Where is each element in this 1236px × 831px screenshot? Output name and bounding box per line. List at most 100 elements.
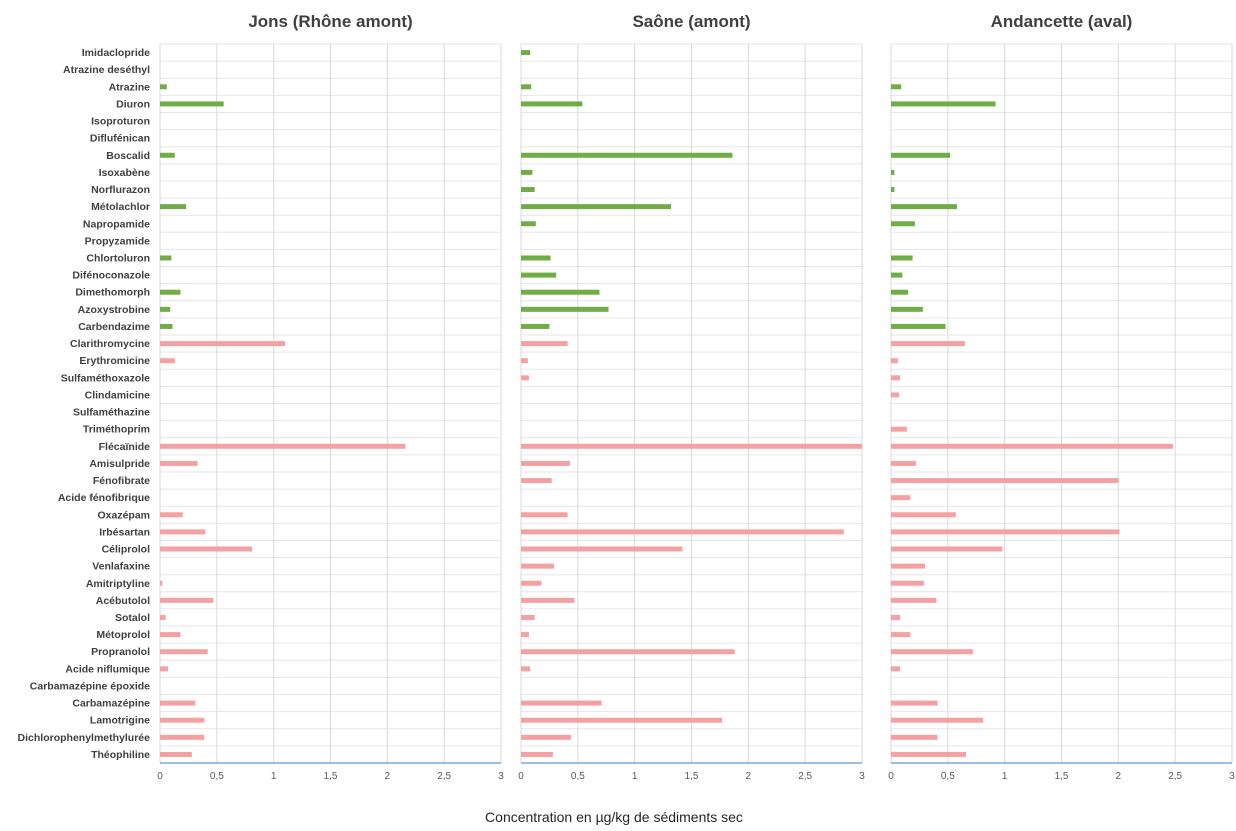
category-label: Irbésartan: [99, 526, 150, 538]
x-tick-label: 1: [632, 771, 638, 782]
bar-pharmaceutical: [160, 341, 286, 347]
x-tick-label: 2: [385, 771, 391, 782]
category-label: Amitriptyline: [86, 578, 150, 590]
bar-pesticide: [521, 50, 531, 56]
bar-pharmaceutical: [891, 529, 1120, 535]
x-tick-label: 1: [1002, 771, 1008, 782]
bar-pharmaceutical: [891, 563, 926, 569]
bar-pesticide: [521, 323, 550, 329]
bar-pharmaceutical: [891, 614, 901, 620]
category-label: Triméthoprim: [83, 424, 150, 436]
x-tick-label: 2,5: [437, 771, 451, 782]
bar-pesticide: [891, 101, 996, 107]
category-label: Sotalol: [115, 612, 150, 624]
bar-pesticide: [160, 101, 224, 107]
bar-pharmaceutical: [521, 614, 535, 620]
bar-pharmaceutical: [160, 443, 406, 449]
bar-pharmaceutical: [160, 751, 192, 757]
bar-pesticide: [521, 255, 551, 261]
bar-pharmaceutical: [891, 734, 938, 740]
bar-pharmaceutical: [891, 597, 937, 603]
bar-pharmaceutical: [521, 341, 568, 347]
bar-pharmaceutical: [521, 649, 735, 655]
x-axis-label: Concentration en µg/kg de sédiments sec: [485, 809, 743, 825]
category-label: Dichlorophenylmethylurée: [18, 732, 151, 744]
bar-pharmaceutical: [521, 563, 554, 569]
category-label: Flécaïnide: [99, 441, 151, 453]
bar-pharmaceutical: [160, 597, 214, 603]
bar-pharmaceutical: [521, 632, 529, 638]
bar-pharmaceutical: [891, 341, 965, 347]
bar-pharmaceutical: [160, 700, 196, 706]
category-label: Céliprolol: [102, 544, 151, 556]
bar-pharmaceutical: [891, 666, 901, 672]
bar-pesticide: [521, 187, 535, 193]
x-tick-label: 0,5: [571, 771, 585, 782]
bar-pharmaceutical: [160, 460, 198, 466]
category-label: Métoprolol: [96, 629, 150, 641]
bar-pesticide: [891, 323, 946, 329]
category-label: Clarithromycine: [70, 338, 150, 350]
bar-pesticide: [160, 255, 172, 261]
bar-pharmaceutical: [891, 443, 1173, 449]
category-label: Fénofibrate: [93, 475, 150, 487]
bar-pharmaceutical: [160, 734, 205, 740]
bar-pharmaceutical: [521, 478, 552, 484]
category-label: Amisulpride: [89, 458, 150, 470]
bar-pesticide: [160, 152, 175, 158]
chart-panel: Andancette (aval) 0 0,5 1 1,5 2 2,5 3: [888, 12, 1235, 782]
category-label: Diuron: [116, 98, 150, 110]
category-label: Diflufénican: [90, 133, 150, 145]
category-label: Lamotrigine: [90, 715, 150, 727]
bar-pesticide: [160, 289, 181, 295]
x-tick-label: 1,5: [324, 771, 338, 782]
bar-pesticide: [160, 323, 173, 329]
x-tick-label: 1: [271, 771, 277, 782]
bar-pesticide: [160, 306, 171, 312]
bar-pharmaceutical: [160, 358, 175, 364]
category-label: Atrazine: [109, 81, 151, 93]
category-label: Carbendazime: [78, 321, 150, 333]
bar-pesticide: [160, 204, 187, 210]
category-label: Erythromicine: [79, 355, 150, 367]
bar-pharmaceutical: [521, 375, 529, 381]
x-tick-label: 3: [859, 771, 865, 782]
bar-pharmaceutical: [521, 443, 862, 449]
x-tick-label: 0,5: [210, 771, 224, 782]
category-labels: Imidaclopride Atrazine deséthyl Atrazine Di…: [18, 47, 151, 761]
category-label: Carbamazépine époxide: [30, 680, 150, 692]
bar-pesticide: [521, 221, 536, 227]
chart-panel: Jons (Rhône amont) 0 0,5 1 1,5 2 2,5 3: [157, 12, 504, 782]
bar-pharmaceutical: [891, 478, 1119, 484]
bar-pharmaceutical: [521, 358, 528, 364]
bar-pharmaceutical: [521, 597, 575, 603]
bar-pharmaceutical: [521, 460, 570, 466]
bar-pharmaceutical: [891, 580, 924, 586]
category-label: Azoxystrobine: [78, 304, 151, 316]
bar-pesticide: [521, 204, 672, 210]
bar-pesticide: [891, 187, 895, 193]
bar-pharmaceutical: [521, 717, 723, 723]
bar-pharmaceutical: [521, 546, 683, 552]
x-tick-label: 3: [1229, 771, 1235, 782]
category-label: Acide fénofibrique: [58, 492, 150, 504]
x-tick-label: 0: [518, 771, 524, 782]
category-label: Carbamazépine: [72, 698, 150, 710]
bar-pharmaceutical: [160, 717, 205, 723]
bar-pharmaceutical: [160, 614, 166, 620]
category-label: Imidaclopride: [82, 47, 150, 59]
bar-pharmaceutical: [891, 392, 899, 398]
category-label: Acide niflumique: [65, 663, 150, 675]
category-label: Atrazine deséthyl: [63, 64, 150, 76]
bar-pesticide: [891, 152, 951, 158]
bar-pharmaceutical: [891, 717, 984, 723]
category-label: Boscalid: [106, 150, 150, 162]
bar-pharmaceutical: [891, 375, 901, 381]
x-tick-label: 1,5: [685, 771, 699, 782]
bar-pesticide: [891, 204, 957, 210]
bar-pesticide: [521, 169, 533, 175]
x-tick-label: 2: [1116, 771, 1122, 782]
category-label: Propranolol: [91, 646, 150, 658]
bar-pesticide: [521, 101, 583, 107]
